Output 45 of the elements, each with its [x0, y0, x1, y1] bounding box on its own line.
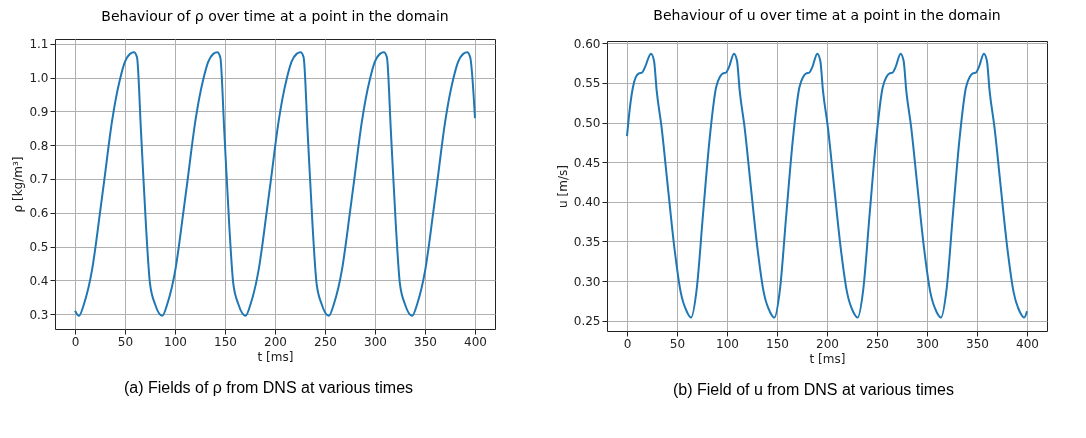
x-tick-label: 200 [264, 334, 287, 349]
x-axis-title: t [ms] [257, 349, 294, 364]
x-tick-label: 150 [766, 336, 789, 351]
y-tick-label: 0.3 [29, 307, 49, 322]
y-tick-label: 0.25 [573, 314, 601, 329]
y-axis-title: ρ [kg/m³] [11, 156, 26, 213]
x-axis-title: t [ms] [809, 351, 846, 366]
chart-title: Behaviour of u over time at a point in the domain [653, 7, 1001, 24]
text: (b) Field of u from DNS at various times [672, 381, 955, 399]
y-tick-label: 0.6 [29, 206, 49, 221]
x-tick-label: 300 [916, 336, 939, 351]
y-tick-label: 0.45 [573, 155, 601, 170]
y-tick-label: 0.60 [573, 36, 601, 51]
x-tick-label: 0 [623, 336, 632, 351]
text: (a) Fields of ρ from DNS at various times [122, 379, 415, 397]
y-tick-label: 0.4 [29, 273, 49, 288]
x-tick-label: 250 [866, 336, 889, 351]
chart-title: Behaviour of ρ over time at a point in the domain [101, 7, 449, 24]
x-tick-label: 300 [364, 334, 387, 349]
y-tick-label: 0.55 [573, 76, 601, 91]
x-tick-label: 50 [669, 336, 686, 351]
x-tick-label: 50 [117, 334, 134, 349]
y-tick-label: 0.9 [29, 104, 49, 119]
x-tick-label: 200 [816, 336, 839, 351]
y-tick-label: 0.7 [29, 172, 49, 187]
x-tick-label: 100 [164, 334, 187, 349]
y-tick-label: 0.50 [573, 116, 601, 131]
y-tick-label: 1.1 [29, 37, 49, 52]
y-axis-title: u [m/s] [555, 165, 570, 208]
x-tick-label: 350 [414, 334, 437, 349]
y-tick-label: 0.8 [29, 138, 49, 153]
y-tick-label: 0.35 [573, 234, 601, 249]
x-tick-label: 400 [464, 334, 487, 349]
x-tick-label: 250 [314, 334, 337, 349]
y-tick-label: 0.30 [573, 274, 601, 289]
x-tick-label: 350 [966, 336, 989, 351]
y-tick-label: 0.40 [573, 195, 601, 210]
x-tick-label: 400 [1016, 336, 1039, 351]
x-tick-label: 0 [71, 334, 80, 349]
line-series [626, 52, 1028, 319]
y-tick-label: 1.0 [29, 71, 49, 86]
x-tick-label: 100 [716, 336, 739, 351]
line-series [74, 51, 476, 317]
x-tick-label: 150 [214, 334, 237, 349]
y-tick-label: 0.5 [29, 240, 49, 255]
